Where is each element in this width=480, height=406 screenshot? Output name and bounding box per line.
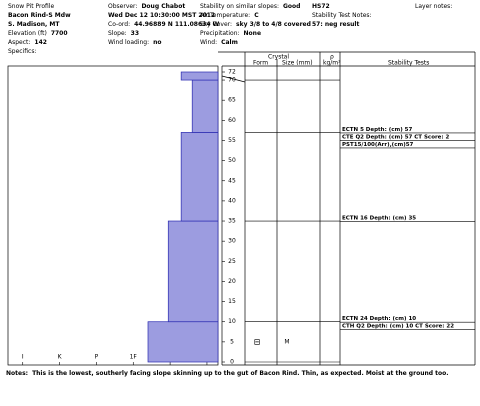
hardness-layer [147,321,219,363]
grain-form: ⊟ [254,337,261,346]
frame-line [221,75,246,83]
field-label: Slope: [108,30,127,37]
header-field: Wed Dec 12 10:30:00 MST 2012 [108,12,215,19]
hardness-layer [180,71,219,81]
header-field: Elevation (ft) 7700 [8,30,68,37]
field-value: None [244,30,261,37]
field-value: 33 [131,30,139,37]
column-header: kg/m³ [323,60,341,67]
y-tick-label: 30 [228,238,236,245]
y-tick-label: 40 [228,197,236,204]
x-tick-label: I [22,354,24,361]
stability-test: ECTN 5 Depth: (cm) 57 [342,127,412,133]
field-value: Good [283,3,300,10]
field-label: Sky Cover: [200,21,232,28]
y-tick-label: 45 [228,177,236,184]
field-value: 142 [34,39,47,46]
notes: Notes: This is the lowest, southerly faci… [6,370,449,377]
stability-test: CTH Q2 Depth: (cm) 10 CT Score: 22 [342,324,454,330]
notes-text: This is the lowest, southerly facing slo… [32,370,448,377]
field-label: Specifics: [8,48,37,55]
y-tick-label: 15 [228,298,236,305]
y-tick-label: 35 [228,218,236,225]
field-value: Wed Dec 12 10:30:00 MST 2012 [108,12,215,19]
header-field: S. Madison, MT [8,21,60,28]
y-tick-label: 10 [228,318,236,325]
header-field: Bacon Rind-S Mdw [8,12,71,19]
field-value: sky 3/8 to 4/8 covered [236,21,311,28]
header-field: Slope: 33 [108,30,139,37]
field-value: C [254,12,259,19]
field-value: HS72 [312,3,330,10]
stability-test: ECTN 24 Depth: (cm) 10 [342,316,416,322]
header-field: Stability on similar slopes: Good [200,3,300,10]
x-tick-label: 1F [130,354,138,361]
header-field: Layer notes: [415,3,452,10]
hardness-layer [191,79,219,133]
header-field: Aspect: 142 [8,39,47,46]
header-field: Snow Pit Profile [8,3,54,10]
stability-test: CTE Q2 Depth: (cm) 57 CT Score: 2 [342,134,450,140]
field-label: Stability on similar slopes: [200,3,279,10]
hardness-layer [180,132,219,222]
header-field: Stability Test Notes: [312,12,372,19]
header-field: Wind loading: no [108,39,162,46]
header-field: Co-ord: 44.96889 N 111.08634 W [108,21,220,28]
x-tick-label: K [58,354,63,361]
header-field: Precipitation: None [200,30,261,37]
header-field: Sky Cover: sky 3/8 to 4/8 covered [200,21,311,28]
y-tick-label: 20 [228,278,236,285]
field-label: Wind loading: [108,39,149,46]
header-field: Observer: Doug Chabot [108,3,185,10]
field-label: Stability Test Notes: [312,12,372,19]
field-label: Wind: [200,39,217,46]
field-value: no [153,39,161,46]
field-label: Snow Pit Profile [8,3,54,10]
header-field: Specifics: [8,48,37,55]
field-label: Air Temperature: [200,12,250,19]
grain-size: M [284,338,289,345]
field-value: Doug Chabot [141,3,185,10]
stability-test: PST15/100(Arr),(cm)57 [342,142,414,148]
field-label: Precipitation: [200,30,240,37]
y-tick-label: 55 [228,137,236,144]
column-header: Form [253,60,268,67]
column-header: Crystal [268,54,289,61]
field-value: Calm [221,39,238,46]
y-tick-label: 70 [228,77,236,84]
field-label: Co-ord: [108,21,130,28]
field-value: S. Madison, MT [8,21,60,28]
hardness-layer [167,220,219,323]
notes-label: Notes: [6,370,28,377]
y-tick-label: 60 [228,117,236,124]
field-label: Elevation (ft) [8,30,47,37]
header-field: HS72 [312,3,330,10]
field-value: Bacon Rind-S Mdw [8,12,71,19]
header-field: Wind: Calm [200,39,238,46]
field-value: 57: neg result [312,21,359,28]
stability-test: ECTN 16 Depth: (cm) 35 [342,216,416,222]
y-tick-label: 65 [228,97,236,104]
y-tick-label: 50 [228,157,236,164]
field-label: Observer: [108,3,137,10]
column-header: Size (mm) [282,60,313,67]
y-tick-label: 0 [230,359,234,366]
field-label: Layer notes: [415,3,452,10]
y-tick-label: 72 [228,69,236,76]
column-header: Stability Tests [388,60,429,67]
x-tick-label: P [95,354,99,361]
field-label: Aspect: [8,39,30,46]
y-tick-label: 25 [228,258,236,265]
field-value: 44.96889 N 111.08634 W [134,21,219,28]
y-tick-label: 5 [230,338,234,345]
column-header: ρ [330,54,334,61]
header-field: 57: neg result [312,21,359,28]
field-value: 7700 [51,30,68,37]
header-field: Air Temperature: C [200,12,259,19]
